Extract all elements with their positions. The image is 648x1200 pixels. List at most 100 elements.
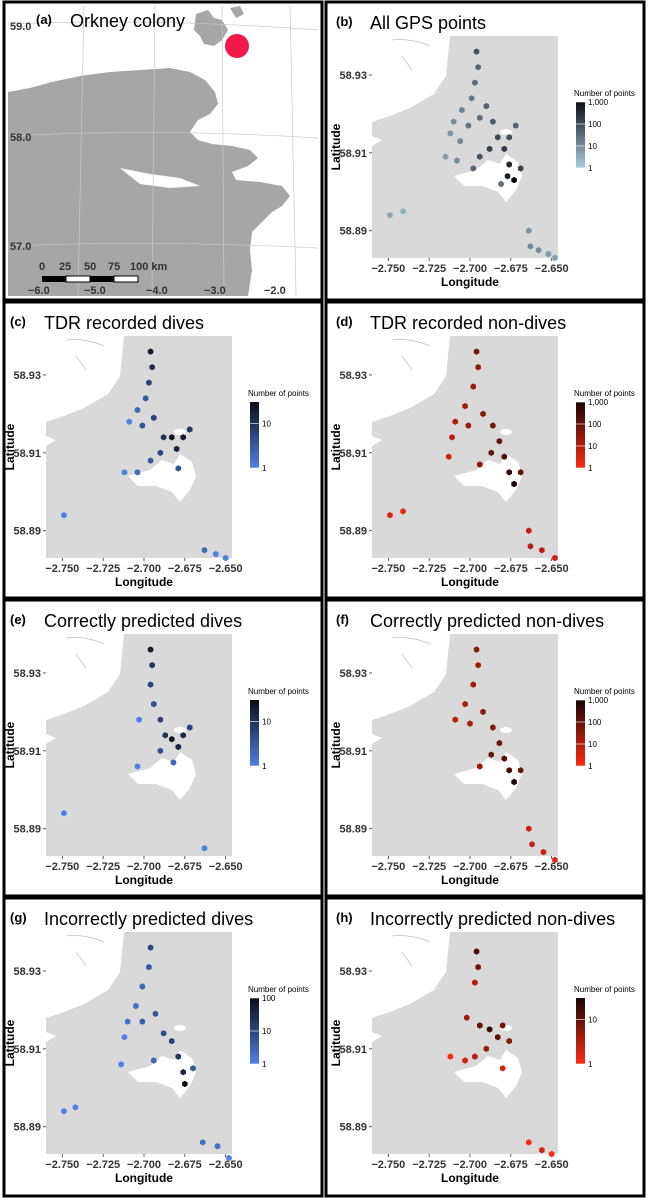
legend-title: Number of points [248,985,309,994]
hexbin [147,646,154,653]
hexbin [545,250,552,258]
x-tick-label: −2.650 [209,861,243,873]
y-axis-title: Latitude [329,123,343,170]
legend-label: 1 [588,762,593,771]
road-line [75,951,87,967]
legend-label: 1,000 [588,98,609,107]
sea-east [558,36,568,258]
y-tick-label: 58.93 [13,966,41,978]
panel-c: (c) TDR recorded dives−2.750 −2.725 −2.700−… [3,313,309,589]
hexbin [139,422,146,429]
legend-colorbar [250,402,259,468]
legend-label: 1,000 [588,398,609,407]
hexbin [142,395,149,402]
legend-label: 10 [588,1015,597,1024]
hexbin [400,208,406,215]
hexbin [147,457,154,464]
hexbin [504,173,511,180]
hexbin [480,410,486,418]
x-axis-title: Longitude [441,873,499,887]
hexbin [526,1139,532,1146]
hexbin [501,145,508,153]
hexbin [483,102,490,110]
hexbin [477,461,483,468]
panel-h-label: (h) [336,910,353,925]
panel-e: (e) Correctly predicted dives −2.750 −2.725… [3,611,309,887]
x-tick-label: −2.750 [45,861,79,873]
water-body [128,1050,196,1098]
road-line [401,55,413,71]
hexbin [483,1045,490,1052]
hexbin [477,763,483,770]
y-tick-label: 58.93 [339,668,367,680]
panel-b-label: (b) [336,14,353,29]
sea-east [232,336,242,558]
hexbin [180,732,186,739]
map-lat-tick-57: 57.0 [10,241,31,253]
panel-e-label: (e) [10,612,26,627]
legend-label: 100 [262,994,276,1003]
hexbin [517,469,524,476]
hexbin [133,1002,139,1010]
hexbin [175,1053,182,1060]
panel-g: (g) Incorrectly predicted dives −2.750 −2.7… [3,909,309,1185]
panel-f: (f) Correctly predicted non-dives −2.750 −2… [329,611,635,887]
sea-east [558,932,568,1154]
y-tick-label: 58.93 [13,668,41,680]
legend-colorbar [576,998,585,1064]
x-tick-label: −2.700 [453,861,487,873]
hexbin [488,751,494,758]
x-tick-label: −2.650 [209,563,243,575]
hexbin [472,79,478,86]
hexbin [157,449,164,456]
hexbin [121,469,128,476]
x-tick-label: −2.750 [371,861,405,873]
colony-marker [225,34,249,58]
hexbin [506,767,512,774]
water-body [454,752,522,800]
x-tick-label: −2.725 [412,1159,446,1171]
hexbin [511,778,517,786]
hexbin [160,1030,167,1037]
map-lon-tick-3: −3.0 [204,285,226,297]
hexbin [118,1061,124,1068]
legend-label: 1 [262,1060,267,1069]
y-tick-label: 58.91 [13,1044,41,1056]
hexbin [539,547,545,554]
y-tick-label: 58.91 [13,746,41,758]
hexbin [526,227,532,234]
scalebar-label-25: 25 [59,261,71,273]
panel-f-label: (f) [336,612,349,627]
hexbin [470,681,476,688]
map-lat-tick-58: 58.0 [10,132,31,144]
panel-b: (b) All GPS points −2.750 −2.725 −2.700 −2.67… [329,13,635,289]
y-tick-label: 58.89 [339,824,367,836]
sea-area [372,336,450,422]
water-islet [174,429,186,435]
hexbin [147,944,154,951]
hexbin [169,434,175,441]
legend-label: 10 [588,740,597,749]
legend-title: Number of points [248,389,309,398]
x-axis-title: Longitude [115,1171,173,1185]
x-tick-label: −2.675 [494,263,528,275]
hexbin [152,1010,159,1017]
x-tick-label: −2.650 [209,1159,243,1171]
panel-h-title: Incorrectly predicted non-dives [370,909,615,929]
hexbin [465,122,472,129]
x-tick-label: −2.725 [412,263,446,275]
hexbin [61,512,67,519]
hexbin [447,1053,454,1060]
hexbin [134,763,141,770]
y-axis-title: Latitude [3,423,17,470]
sea-east [232,932,242,1154]
sea-inlet [372,734,382,744]
panel-a-label: (a) [36,12,52,27]
hexbin [475,64,481,71]
sea-inlet [372,136,382,146]
x-tick-label: −2.700 [453,1159,487,1171]
road-line [75,653,87,669]
hexbin [539,1146,545,1154]
hexbin [517,165,524,172]
